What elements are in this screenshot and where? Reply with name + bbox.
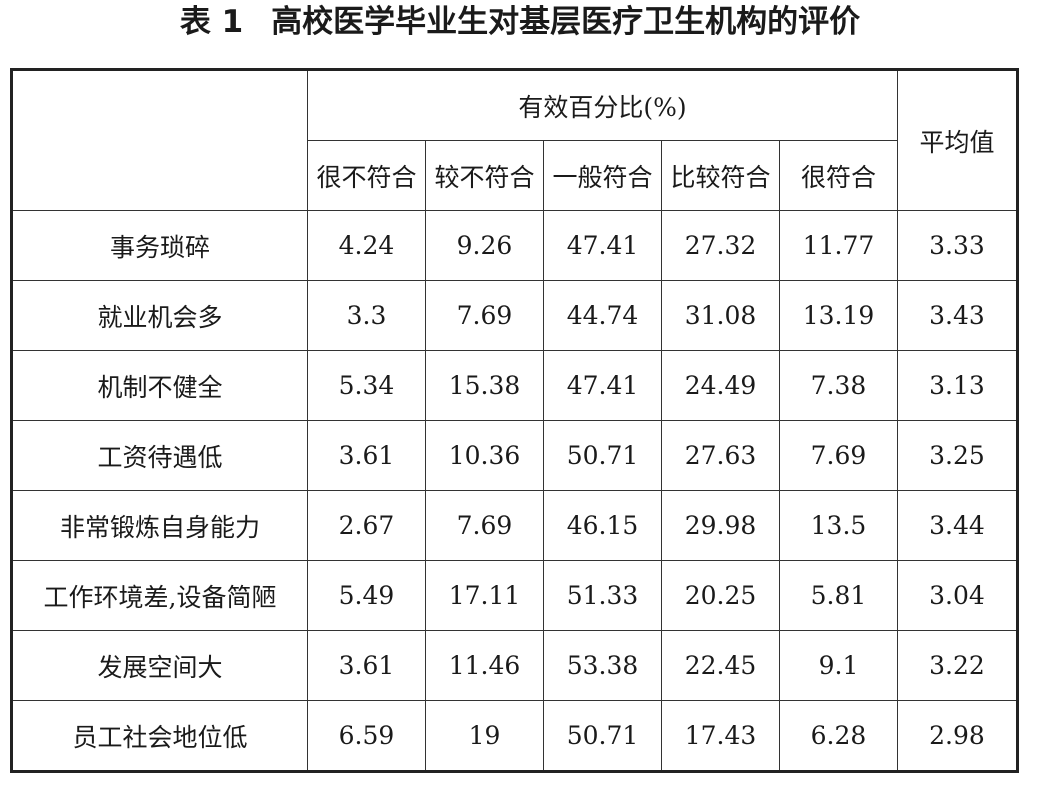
value-cell: 6.59	[307, 700, 426, 772]
average-cell: 3.25	[897, 420, 1018, 491]
value-cell: 50.71	[543, 700, 662, 772]
value-cell: 47.41	[543, 210, 662, 281]
value-cell: 17.43	[661, 700, 780, 772]
value-cell: 7.69	[779, 420, 898, 491]
row-label: 就业机会多	[11, 280, 308, 351]
row-label: 机制不健全	[11, 350, 308, 421]
value-cell: 9.1	[779, 630, 898, 701]
header-group: 有效百分比(%)	[307, 69, 898, 141]
value-cell: 22.45	[661, 630, 780, 701]
average-cell: 2.98	[897, 700, 1018, 772]
table-number: 表 1	[179, 4, 244, 40]
value-cell: 4.24	[307, 210, 426, 281]
row-label: 事务琐碎	[11, 210, 308, 281]
table-title: 表 1 高校医学毕业生对基层医疗卫生机构的评价	[0, 0, 1040, 44]
row-label: 发展空间大	[11, 630, 308, 701]
average-cell: 3.44	[897, 490, 1018, 561]
value-cell: 15.38	[425, 350, 544, 421]
header-col: 很符合	[779, 140, 898, 211]
value-cell: 27.32	[661, 210, 780, 281]
table-row: 机制不健全 5.34 15.38 47.41 24.49 7.38 3.13	[11, 350, 1018, 421]
value-cell: 50.71	[543, 420, 662, 491]
value-cell: 47.41	[543, 350, 662, 421]
value-cell: 51.33	[543, 560, 662, 631]
value-cell: 5.49	[307, 560, 426, 631]
value-cell: 46.15	[543, 490, 662, 561]
table-row: 工资待遇低 3.61 10.36 50.71 27.63 7.69 3.25	[11, 420, 1018, 491]
average-cell: 3.13	[897, 350, 1018, 421]
row-label: 工资待遇低	[11, 420, 308, 491]
average-cell: 3.43	[897, 280, 1018, 351]
value-cell: 29.98	[661, 490, 780, 561]
value-cell: 27.63	[661, 420, 780, 491]
value-cell: 3.61	[307, 420, 426, 491]
value-cell: 20.25	[661, 560, 780, 631]
value-cell: 11.77	[779, 210, 898, 281]
table-row: 发展空间大 3.61 11.46 53.38 22.45 9.1 3.22	[11, 630, 1018, 701]
value-cell: 9.26	[425, 210, 544, 281]
average-cell: 3.04	[897, 560, 1018, 631]
header-col: 很不符合	[307, 140, 426, 211]
average-cell: 3.33	[897, 210, 1018, 281]
header-empty-cell	[11, 69, 308, 211]
value-cell: 7.38	[779, 350, 898, 421]
average-cell: 3.22	[897, 630, 1018, 701]
table-row: 事务琐碎 4.24 9.26 47.41 27.32 11.77 3.33	[11, 210, 1018, 281]
table-row: 员工社会地位低 6.59 19 50.71 17.43 6.28 2.98	[11, 700, 1018, 772]
evaluation-table: 有效百分比(%) 平均值 很不符合 较不符合 一般符合 比较符合 很符合 事务琐…	[10, 68, 1019, 773]
value-cell: 5.81	[779, 560, 898, 631]
value-cell: 53.38	[543, 630, 662, 701]
header-average: 平均值	[897, 69, 1018, 211]
header-col: 一般符合	[543, 140, 662, 211]
value-cell: 10.36	[425, 420, 544, 491]
row-label: 员工社会地位低	[11, 700, 308, 772]
header-row: 有效百分比(%) 平均值	[11, 69, 1018, 211]
table-row: 工作环境差,设备简陋 5.49 17.11 51.33 20.25 5.81 3.04	[11, 560, 1018, 631]
value-cell: 6.28	[779, 700, 898, 772]
value-cell: 17.11	[425, 560, 544, 631]
value-cell: 31.08	[661, 280, 780, 351]
table-caption: 高校医学毕业生对基层医疗卫生机构的评价	[271, 4, 861, 40]
value-cell: 11.46	[425, 630, 544, 701]
value-cell: 7.69	[425, 280, 544, 351]
value-cell: 3.3	[307, 280, 426, 351]
value-cell: 13.5	[779, 490, 898, 561]
row-label: 非常锻炼自身能力	[11, 490, 308, 561]
value-cell: 24.49	[661, 350, 780, 421]
header-col: 比较符合	[661, 140, 780, 211]
value-cell: 13.19	[779, 280, 898, 351]
value-cell: 3.61	[307, 630, 426, 701]
value-cell: 7.69	[425, 490, 544, 561]
value-cell: 5.34	[307, 350, 426, 421]
value-cell: 19	[425, 700, 544, 772]
header-col: 较不符合	[425, 140, 544, 211]
table-row: 非常锻炼自身能力 2.67 7.69 46.15 29.98 13.5 3.44	[11, 490, 1018, 561]
value-cell: 2.67	[307, 490, 426, 561]
row-label: 工作环境差,设备简陋	[11, 560, 308, 631]
value-cell: 44.74	[543, 280, 662, 351]
table-row: 就业机会多 3.3 7.69 44.74 31.08 13.19 3.43	[11, 280, 1018, 351]
